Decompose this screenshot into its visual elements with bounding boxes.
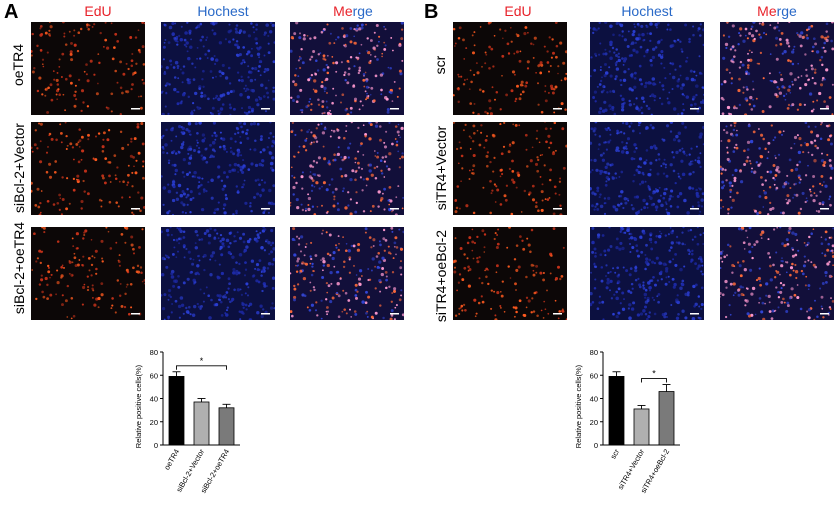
significance-label-b: * <box>652 369 656 379</box>
row-label-a-2: siBcl-2+oeTR4 <box>11 221 27 315</box>
micrograph-a-1-edu <box>31 122 145 215</box>
column-header-merge-a: Merge <box>288 3 418 19</box>
y-tick-label-b-4: 80 <box>590 348 598 357</box>
bar-a-0 <box>168 376 185 446</box>
merge-part2-a: rge <box>352 3 373 19</box>
significance-bracket-a <box>176 365 227 370</box>
micrograph-a-1-merge <box>290 122 404 215</box>
micrograph-a-0-edu <box>31 22 145 115</box>
bar-chart-a: 0 20 40 60 80 Relative positive cells(%) oeTR4… <box>118 340 258 525</box>
bar-b-2 <box>658 391 675 446</box>
merge-part1-a: Me <box>333 3 353 19</box>
y-axis-label-a: Relative positive cells(%) <box>134 364 143 448</box>
merge-part1-b: Me <box>757 3 777 19</box>
panel-letter-a: A <box>4 1 19 23</box>
bar-b-1 <box>633 408 650 446</box>
micrograph-b-0-hoechst <box>590 22 704 115</box>
micrograph-a-2-edu <box>31 227 145 320</box>
micrograph-a-0-hoechst <box>161 22 275 115</box>
column-header-edu-a: EdU <box>84 3 112 19</box>
y-tick-label-a-3: 60 <box>150 371 158 380</box>
bar-a-2 <box>218 407 235 446</box>
row-label-b-0: scr <box>432 55 448 75</box>
column-header-merge-b: Merge <box>712 3 837 19</box>
micrograph-a-2-merge <box>290 227 404 320</box>
bar-chart-b: 0 20 40 60 80 Relative positive cells(%) scr si… <box>558 340 698 525</box>
micrograph-a-2-hoechst <box>161 227 275 320</box>
y-tick-label-b-0: 0 <box>594 441 598 450</box>
bar-b-0 <box>608 376 625 446</box>
micrograph-b-0-edu <box>453 22 567 115</box>
chart-svg-a: 0 20 40 60 80 Relative positive cells(%) oeTR4… <box>134 348 240 495</box>
micrograph-b-1-hoechst <box>590 122 704 215</box>
y-tick-label-b-3: 60 <box>590 371 598 380</box>
column-header-edu-b: EdU <box>504 3 532 19</box>
column-header-hochest-a: Hochest <box>197 3 249 19</box>
micrograph-b-2-merge <box>720 227 834 320</box>
panel-letter-b: B <box>424 1 439 23</box>
micrograph-b-0-merge <box>720 22 834 115</box>
row-label-a-0: oeTR4 <box>10 43 26 87</box>
y-tick-label-a-0: 0 <box>154 441 158 450</box>
micrograph-b-2-hoechst <box>590 227 704 320</box>
row-label-b-2: siTR4+oeBcl-2 <box>433 229 449 323</box>
merge-part2-b: rge <box>776 3 797 19</box>
significance-bracket-b <box>641 378 667 383</box>
column-header-hochest-b: Hochest <box>621 3 673 19</box>
y-tick-label-a-4: 80 <box>150 348 158 357</box>
micrograph-b-1-edu <box>453 122 567 215</box>
y-tick-label-b-2: 40 <box>590 395 598 404</box>
category-label-b-0: scr <box>608 447 621 461</box>
micrograph-a-0-merge <box>290 22 404 115</box>
y-tick-label-a-2: 40 <box>150 395 158 404</box>
bar-a-1 <box>193 401 210 446</box>
y-axis-label-b: Relative positive cells(%) <box>574 364 583 448</box>
category-label-a-0: oeTR4 <box>162 448 181 472</box>
significance-label-a: * <box>200 356 204 366</box>
micrograph-b-2-edu <box>453 227 567 320</box>
micrograph-a-1-hoechst <box>161 122 275 215</box>
micrograph-b-1-merge <box>720 122 834 215</box>
y-tick-label-b-1: 20 <box>590 418 598 427</box>
y-tick-label-a-1: 20 <box>150 418 158 427</box>
